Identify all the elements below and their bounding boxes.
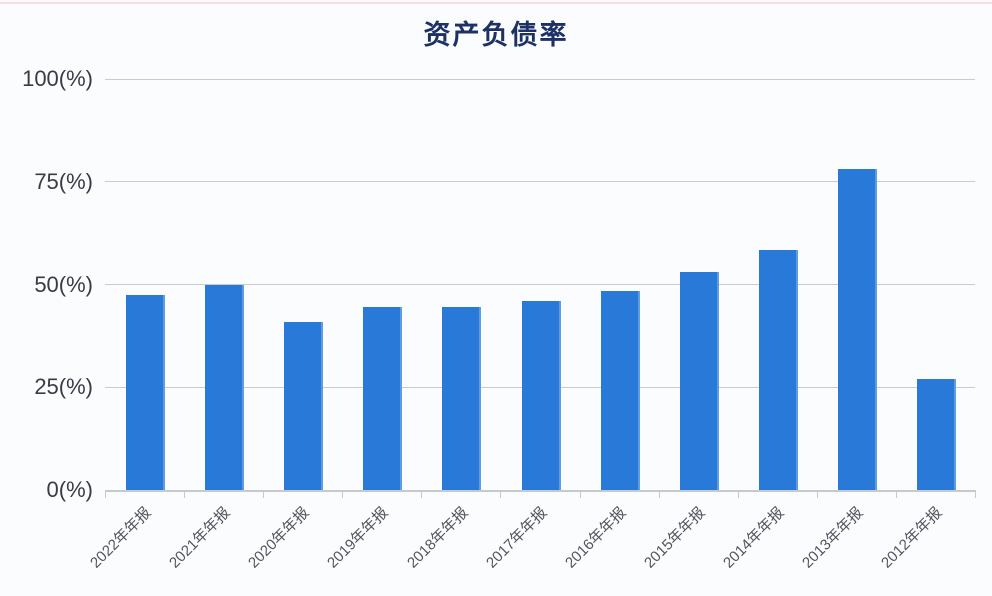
x-axis-tick <box>975 490 976 498</box>
gridline <box>105 78 975 80</box>
x-axis-tick <box>105 490 106 498</box>
y-axis-tick-label: 75(%) <box>34 168 93 194</box>
x-axis-tick <box>737 490 739 498</box>
gridline <box>105 284 975 285</box>
x-axis-tick <box>184 490 186 498</box>
x-axis-tick <box>500 490 502 498</box>
bar <box>284 321 324 490</box>
x-axis-label-text: 2021年年报 <box>166 504 234 572</box>
x-axis-tick <box>263 490 265 498</box>
x-axis-label-text: 2016年年报 <box>561 504 630 572</box>
x-axis-label-text: 2014年年报 <box>719 504 788 572</box>
bar <box>758 249 798 490</box>
x-axis-tick <box>895 490 897 498</box>
bar <box>205 284 245 490</box>
x-axis-tick <box>421 490 423 498</box>
y-axis-tick-label: 0(%) <box>46 477 93 502</box>
x-axis-label-text: 2015年年报 <box>640 504 709 572</box>
x-axis-label-text: 2019年年报 <box>324 504 392 572</box>
x-axis-label-text: 2013年年报 <box>799 504 867 572</box>
x-axis-tick <box>579 490 581 498</box>
x-axis-label-text: 2012年年报 <box>878 504 946 572</box>
x-axis-tick <box>658 490 660 498</box>
x-axis-tick <box>816 490 818 498</box>
bar <box>363 307 403 490</box>
bar <box>600 290 640 490</box>
top-accent-line <box>0 2 992 4</box>
chart-title: 资产负债率 <box>423 20 569 50</box>
x-axis-label-text: 2017年年报 <box>482 504 551 572</box>
x-axis-tick <box>342 490 344 498</box>
bar <box>916 379 956 490</box>
x-axis-label-text: 2018年年报 <box>403 504 472 572</box>
gridline <box>105 181 975 183</box>
bar <box>126 294 166 490</box>
bar <box>521 300 561 490</box>
x-axis-label-text: 2020年年报 <box>245 504 313 572</box>
x-axis-label-text: 2022年年报 <box>87 504 155 572</box>
plot-area: 0(%) 25(%) 50(%) 75(%) 100(%) 2022年年报 2021年年报 2… <box>22 66 976 572</box>
bar <box>837 169 877 490</box>
bar <box>442 307 482 490</box>
bar <box>679 272 719 490</box>
y-axis-tick-label: 25(%) <box>34 374 93 400</box>
y-axis-tick-label: 100(%) <box>22 66 93 91</box>
y-axis-tick-label: 50(%) <box>34 271 93 297</box>
